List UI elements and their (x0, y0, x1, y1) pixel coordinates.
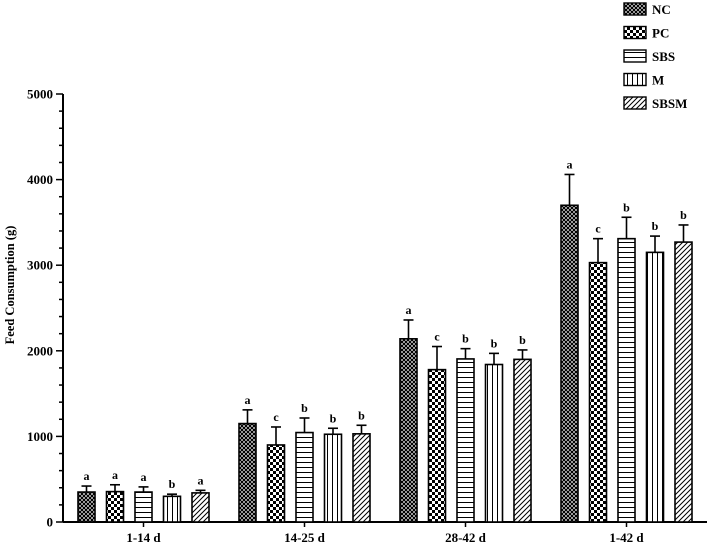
bar-sbsm (352, 433, 371, 523)
significance-label: b (519, 333, 526, 347)
bar-sbsm (674, 241, 693, 523)
y-axis-title: Feed Consumption (g) (3, 226, 17, 345)
bar-sbs (295, 431, 314, 523)
significance-label: a (406, 303, 412, 317)
significance-label: b (169, 477, 176, 491)
bar-sbs (134, 491, 153, 523)
legend-label-pc: PC (652, 26, 669, 41)
y-tick-label: 1000 (27, 429, 53, 444)
bar-m (162, 495, 182, 523)
bar-nc (238, 422, 257, 523)
legend-swatch-nc (623, 2, 647, 16)
bar-sbsm (513, 358, 532, 523)
significance-label: a (245, 393, 251, 407)
legend-label-nc: NC (652, 2, 671, 17)
legend-swatch-m (623, 72, 647, 87)
significance-label: a (112, 468, 118, 482)
significance-label: a (567, 157, 573, 171)
bars: a a a b a a c b b b a c b b b a c b b b (77, 157, 693, 523)
bar-sbsm (191, 492, 210, 523)
bar-sbs (617, 237, 636, 523)
significance-label: c (595, 222, 601, 236)
bar-pc (266, 444, 286, 523)
y-tick-label: 5000 (27, 87, 53, 102)
significance-label: b (358, 408, 365, 422)
bar-pc (427, 368, 447, 523)
significance-label: b (330, 411, 337, 425)
legend-label-sbs: SBS (652, 49, 675, 64)
bar-m (645, 251, 665, 523)
bar-nc (560, 204, 579, 523)
y-tick-label: 2000 (27, 343, 53, 358)
significance-label: a (198, 473, 204, 487)
significance-label: b (623, 200, 630, 214)
bar-m (323, 433, 343, 523)
legend-swatch-sbs (623, 49, 647, 63)
significance-label: c (273, 410, 279, 424)
legend-swatch-pc (623, 25, 647, 40)
legend-label-m: M (652, 73, 664, 88)
x-tick-label: 28-42 d (445, 530, 487, 545)
significance-label: b (462, 332, 469, 346)
bar-nc (77, 491, 96, 523)
significance-label: b (301, 401, 308, 415)
y-tick-label: 0 (47, 515, 54, 530)
x-tick-label: 14-25 d (284, 530, 326, 545)
significance-label: b (680, 208, 687, 222)
y-tick-label: 4000 (27, 172, 53, 187)
x-tick-label: 1-14 d (126, 530, 161, 545)
significance-label: b (652, 219, 659, 233)
bar-pc (105, 490, 125, 523)
y-tick-label: 3000 (27, 258, 53, 273)
x-tick-label: 1-42 d (609, 530, 644, 545)
bar-m (484, 363, 504, 523)
significance-label: b (491, 336, 498, 350)
bar-sbs (456, 358, 475, 523)
significance-label: a (141, 470, 147, 484)
significance-label: a (84, 469, 90, 483)
significance-label: c (434, 330, 440, 344)
legend-swatch-sbsm (623, 96, 647, 110)
legend-label-sbsm: SBSM (652, 96, 687, 111)
bar-nc (399, 338, 418, 523)
bar-pc (588, 261, 608, 523)
